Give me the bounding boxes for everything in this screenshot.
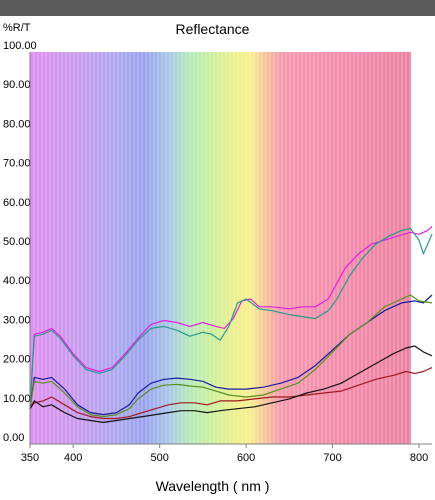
y-axis: 0.00 10.00 20.00 30.00 40.00 50.00 60.00 70.00 8… <box>3 40 37 444</box>
x-axis-label: Wavelength ( nm ) <box>155 478 270 494</box>
chart-title: Reflectance <box>175 21 250 37</box>
x-tick-label: 400 <box>64 452 82 464</box>
y-tick-label: 70.00 <box>3 158 31 170</box>
y-tick-label: 60.00 <box>3 197 31 209</box>
x-tick-label: 700 <box>323 452 341 464</box>
series-lines <box>29 225 433 423</box>
y-tick-label: 80.00 <box>3 118 31 130</box>
y-tick-label: 50.00 <box>3 236 31 248</box>
y-axis-label: %R/T <box>3 22 31 34</box>
y-tick-label: 90.00 <box>3 79 31 91</box>
series-line-6 <box>29 345 433 423</box>
x-tick-label: 800 <box>410 452 428 464</box>
y-tick-label: 0.00 <box>3 432 24 444</box>
y-tick-label: 30.00 <box>3 314 31 326</box>
series-line-4 <box>29 294 433 418</box>
series-line-5 <box>29 367 433 420</box>
x-axis: 350 400 500 600 700 800 <box>21 444 428 464</box>
y-tick-label: 10.00 <box>3 393 31 405</box>
window-title-bar <box>0 0 435 16</box>
x-tick-label: 600 <box>237 452 255 464</box>
y-tick-label: 40.00 <box>3 275 31 287</box>
x-tick-label: 350 <box>21 452 39 464</box>
y-tick-label: 100.00 <box>3 40 37 52</box>
y-tick-label: 20.00 <box>3 354 31 366</box>
spectrum-background <box>30 52 411 444</box>
series-line-1 <box>29 225 433 409</box>
series-line-2 <box>29 227 433 409</box>
x-tick-label: 500 <box>150 452 168 464</box>
